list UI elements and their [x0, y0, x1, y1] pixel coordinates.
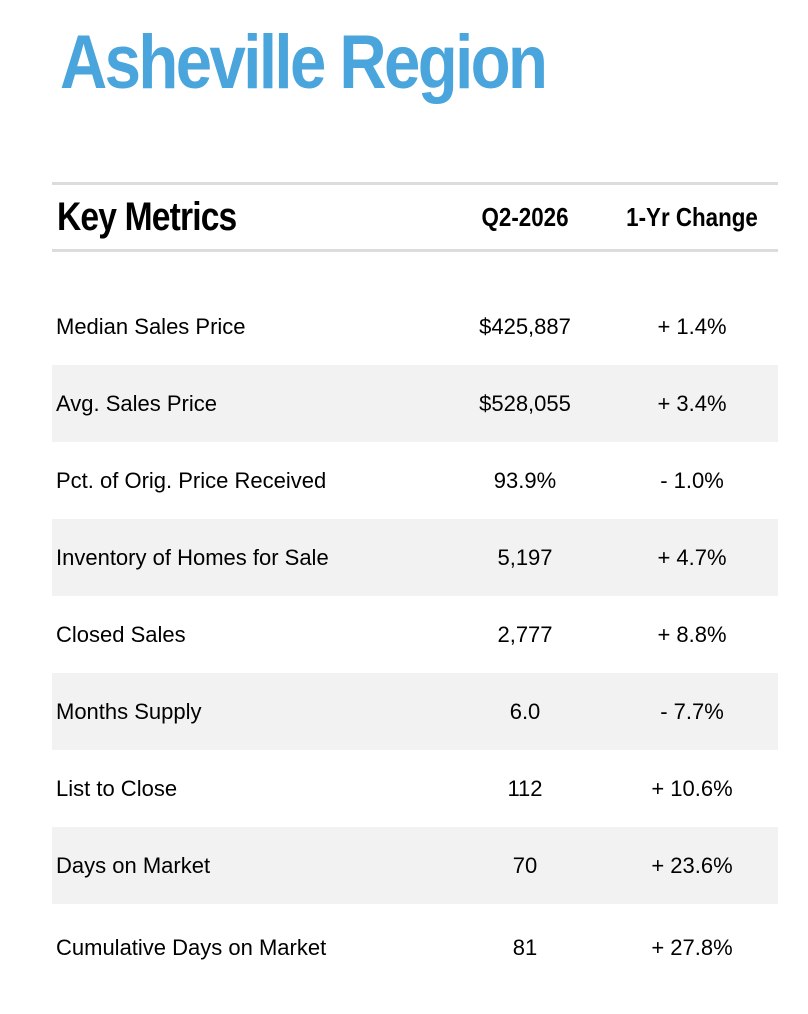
table-row: Cumulative Days on Market 81 + 27.8%	[52, 904, 778, 992]
table-row: Months Supply 6.0 - 7.7%	[52, 673, 778, 750]
metric-label: Days on Market	[56, 852, 211, 878]
header-period: Q2-2026	[481, 202, 569, 232]
metric-value: 2,777	[497, 621, 553, 647]
metric-label: Pct. of Orig. Price Received	[56, 467, 327, 493]
metric-change: + 10.6%	[651, 775, 733, 801]
metric-change: - 1.0%	[660, 467, 724, 493]
table-header: Key Metrics Q2-2026 1-Yr Change	[52, 182, 778, 252]
metric-change: - 7.7%	[660, 698, 724, 724]
table-row: Avg. Sales Price $528,055 + 3.4%	[52, 365, 778, 442]
metric-label: Months Supply	[56, 698, 202, 724]
metric-label: Inventory of Homes for Sale	[56, 544, 329, 570]
metric-change: + 8.8%	[657, 621, 727, 647]
header-one-year-change: 1-Yr Change	[626, 202, 758, 232]
table-row: Median Sales Price $425,887 + 1.4%	[52, 288, 778, 365]
table-row: Days on Market 70 + 23.6%	[52, 827, 778, 904]
metric-value: 6.0	[509, 698, 541, 724]
metric-value: 5,197	[497, 544, 553, 570]
page-title: Asheville Region	[60, 20, 548, 105]
metric-value: $528,055	[479, 390, 571, 416]
metric-value: 81	[512, 935, 538, 960]
table-row: Inventory of Homes for Sale 5,197 + 4.7%	[52, 519, 778, 596]
metric-label: Median Sales Price	[56, 313, 246, 339]
key-metrics-table: Key Metrics Q2-2026 1-Yr Change Median S…	[52, 182, 778, 992]
metric-label: Closed Sales	[56, 621, 186, 647]
table-row: Closed Sales 2,777 + 8.8%	[52, 596, 778, 673]
table-body: Median Sales Price $425,887 + 1.4% Avg. …	[52, 288, 778, 992]
metric-change: + 1.4%	[657, 313, 727, 339]
metric-change: + 27.8%	[651, 935, 733, 960]
metric-value: $425,887	[479, 313, 571, 339]
metric-change: + 23.6%	[651, 852, 733, 878]
metric-change: + 4.7%	[657, 544, 727, 570]
metric-value: 70	[512, 852, 538, 878]
header-key-metrics: Key Metrics	[57, 195, 237, 239]
metric-label: Cumulative Days on Market	[56, 935, 327, 960]
metric-label: Avg. Sales Price	[56, 390, 218, 416]
metric-value: 112	[507, 775, 543, 801]
metric-value: 93.9%	[493, 467, 557, 493]
metric-change: + 3.4%	[657, 390, 727, 416]
table-row: List to Close 112 + 10.6%	[52, 750, 778, 827]
metric-label: List to Close	[56, 775, 178, 801]
table-row: Pct. of Orig. Price Received 93.9% - 1.0…	[52, 442, 778, 519]
